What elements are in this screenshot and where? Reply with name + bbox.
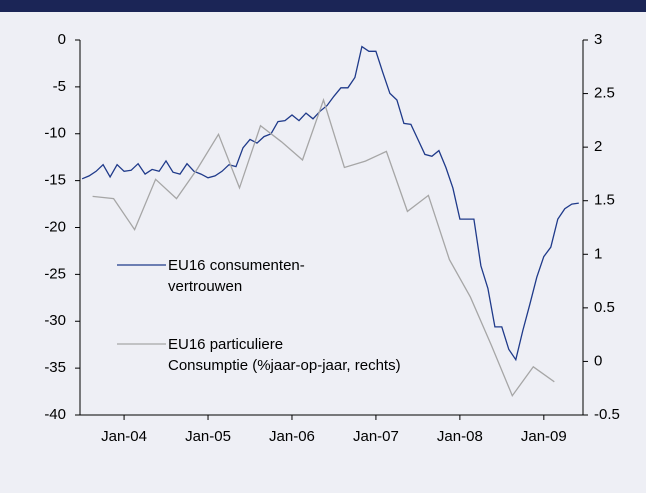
header-bar bbox=[0, 0, 646, 12]
y-tick-label: -20 bbox=[44, 218, 66, 235]
y-tick-label: -15 bbox=[44, 172, 66, 189]
y2-tick-label: 3 bbox=[594, 31, 602, 48]
y-tick-label: -35 bbox=[44, 359, 66, 376]
y2-tick-label: 1.5 bbox=[594, 192, 615, 209]
y-tick-label: 0 bbox=[58, 31, 66, 48]
x-tick-label: Jan-05 bbox=[185, 428, 231, 445]
series-line bbox=[81, 45, 579, 362]
x-tick-label: Jan-04 bbox=[101, 428, 147, 445]
y-tick-label: -25 bbox=[44, 265, 66, 282]
legend-label: EU16 consumenten- bbox=[168, 257, 305, 274]
y-tick-label: -30 bbox=[44, 312, 66, 329]
y2-tick-label: 0.5 bbox=[594, 299, 615, 316]
legend-label: EU16 particuliere bbox=[168, 336, 283, 353]
series-line bbox=[92, 97, 555, 398]
y-tick-label: -5 bbox=[53, 78, 66, 95]
y2-tick-label: 1 bbox=[594, 245, 602, 262]
x-tick-label: Jan-06 bbox=[269, 428, 315, 445]
y-tick-label: -10 bbox=[44, 125, 66, 142]
legend-label: Consumptie (%jaar-op-jaar, rechts) bbox=[168, 357, 401, 374]
y2-tick-label: 2.5 bbox=[594, 85, 615, 102]
x-tick-label: Jan-07 bbox=[353, 428, 399, 445]
x-tick-label: Jan-09 bbox=[521, 428, 567, 445]
y-tick-label: -40 bbox=[44, 406, 66, 423]
x-tick-label: Jan-08 bbox=[437, 428, 483, 445]
y2-tick-label: 0 bbox=[594, 352, 602, 369]
legend-label: vertrouwen bbox=[168, 278, 242, 295]
y2-tick-label: -0.5 bbox=[594, 406, 620, 423]
y2-tick-label: 2 bbox=[594, 138, 602, 155]
